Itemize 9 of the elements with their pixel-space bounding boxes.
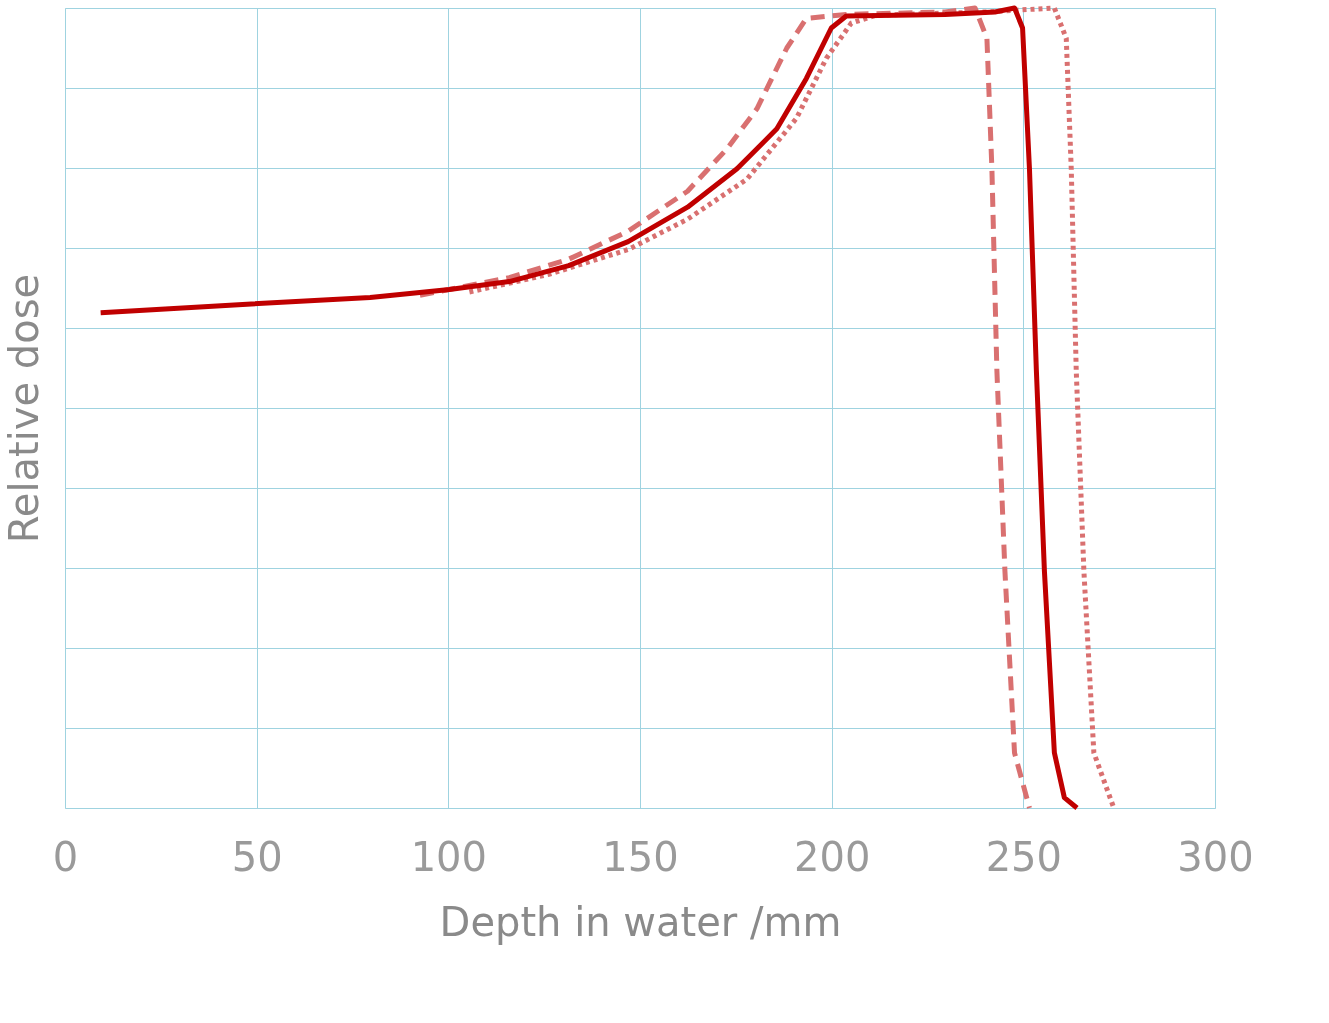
x-tick-label: 100 (410, 833, 488, 880)
y-axis-title: Relative dose (0, 273, 47, 544)
x-tick-label: 50 (231, 833, 283, 880)
x-tick-label: 250 (985, 833, 1063, 880)
x-tick-label: 150 (602, 833, 679, 880)
x-tick-label: 200 (793, 833, 871, 880)
x-tick-label: 300 (1177, 833, 1254, 880)
x-tick-label: 0 (52, 833, 79, 880)
x-axis-title: Depth in water /mm (439, 898, 842, 945)
